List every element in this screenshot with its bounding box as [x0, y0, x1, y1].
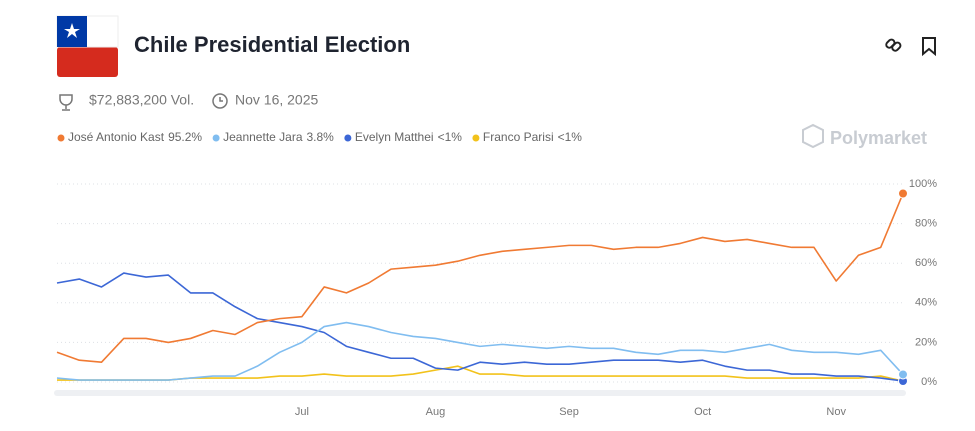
- legend-value: <1%: [438, 130, 463, 144]
- x-tick-label: Sep: [559, 406, 579, 418]
- legend-label: José Antonio Kast: [68, 130, 165, 144]
- brand: Polymarket: [830, 128, 927, 148]
- legend-value: 95.2%: [168, 130, 202, 144]
- volume: $72,883,200 Vol.: [89, 92, 194, 108]
- date: Nov 16, 2025: [235, 92, 318, 108]
- y-tick-label: 0%: [921, 376, 937, 388]
- y-tick-label: 100%: [909, 178, 937, 190]
- end-dot: [898, 188, 908, 199]
- legend-item: Jeannette Jara 3.8%: [212, 130, 335, 144]
- end-dot: [898, 369, 908, 380]
- trophy-icon: [59, 94, 73, 111]
- flag: [56, 15, 119, 77]
- legend-swatch: [212, 134, 220, 142]
- x-tick-label: Nov: [826, 406, 846, 418]
- legend-swatch: [57, 134, 65, 142]
- legend-label: Evelyn Matthei: [355, 130, 434, 144]
- legend-item: Evelyn Matthei <1%: [344, 130, 462, 144]
- series-line: [56, 272, 904, 382]
- bookmark-icon[interactable]: [922, 37, 936, 57]
- clock-icon: [212, 93, 228, 109]
- legend-value: 3.8%: [307, 130, 335, 144]
- legend-swatch: [472, 134, 480, 142]
- legend-label: Jeannette Jara: [223, 130, 303, 144]
- legend-item: José Antonio Kast 95.2%: [57, 130, 202, 144]
- series-line: [56, 193, 904, 363]
- y-tick-label: 40%: [915, 297, 937, 309]
- y-tick-label: 60%: [915, 257, 937, 269]
- x-tick-label: Aug: [426, 406, 446, 418]
- brand-logo: [802, 123, 824, 149]
- y-tick-label: 20%: [915, 336, 937, 348]
- y-tick-label: 80%: [915, 218, 937, 230]
- x-tick-label: Jul: [295, 406, 309, 418]
- legend-label: Franco Parisi: [483, 130, 554, 144]
- legend-item: Franco Parisi <1%: [472, 130, 582, 144]
- title: Chile Presidential Election: [134, 32, 410, 57]
- series-line: [56, 321, 904, 381]
- x-tick-label: Oct: [694, 406, 711, 418]
- legend-swatch: [344, 134, 352, 142]
- legend-value: <1%: [558, 130, 583, 144]
- link-icon[interactable]: [885, 38, 902, 52]
